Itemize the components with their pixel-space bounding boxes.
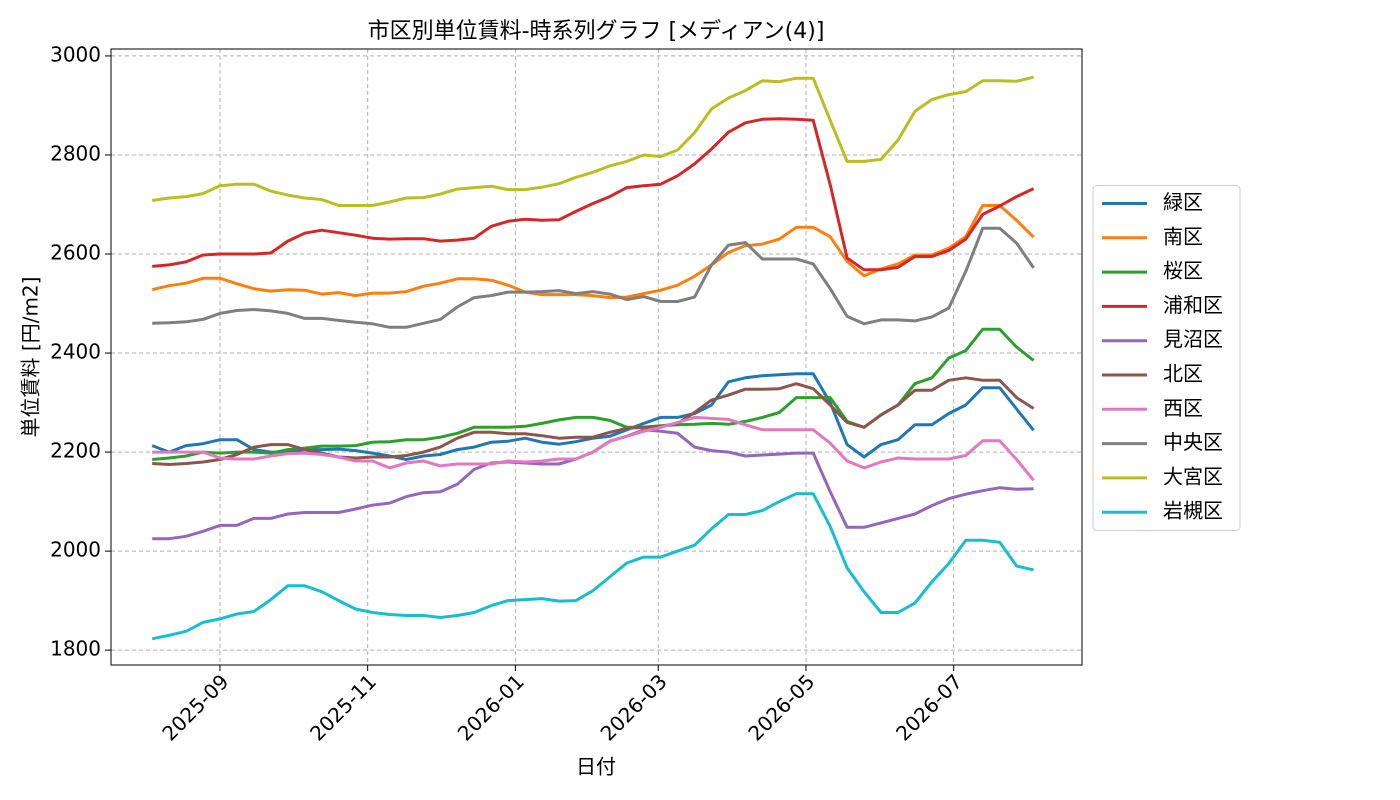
- legend-label: 大宮区: [1163, 464, 1223, 488]
- y-tick-label: 2000: [50, 538, 101, 562]
- y-tick-label: 2400: [50, 340, 101, 364]
- chart-title: 市区別単位賃料-時系列グラフ [メディアン(4)]: [368, 19, 825, 44]
- series-line: [152, 117, 1035, 272]
- y-tick-label: 1800: [50, 637, 101, 661]
- x-tick-label: 2026-03: [596, 669, 672, 745]
- legend-label: 北区: [1163, 362, 1203, 386]
- legend-label: 岩槻区: [1163, 499, 1223, 523]
- x-tick-label: 2025-11: [305, 669, 381, 745]
- legend-label: 西区: [1163, 396, 1203, 420]
- legend-label: 緑区: [1163, 190, 1203, 214]
- series-line: [152, 376, 1035, 466]
- series-line: [152, 226, 1035, 329]
- x-tick-label: 2026-07: [891, 669, 967, 745]
- y-axis-label: 単位賃料 [円/m2]: [19, 277, 43, 438]
- y-tick-label: 2800: [50, 141, 101, 165]
- x-axis-label: 日付: [576, 755, 616, 779]
- legend-label: 桜区: [1163, 259, 1203, 283]
- x-tick-label: 2026-05: [743, 669, 819, 745]
- y-tick-label: 2600: [50, 241, 101, 265]
- series-line: [152, 415, 1035, 482]
- legend-label: 南区: [1163, 224, 1203, 248]
- series-line: [151, 492, 1034, 641]
- legend-label: 中央区: [1163, 430, 1223, 454]
- y-tick-label: 3000: [50, 42, 101, 66]
- legend-label: 浦和区: [1163, 293, 1223, 317]
- x-tick-label: 2026-01: [453, 669, 529, 745]
- plot-frame: [110, 48, 1083, 666]
- series-line: [151, 204, 1035, 300]
- series-line: [152, 327, 1035, 461]
- legend-label: 見沼区: [1163, 327, 1223, 351]
- x-tick-label: 2025-09: [157, 669, 233, 745]
- series-line: [152, 428, 1034, 541]
- y-tick-label: 2200: [50, 439, 101, 463]
- series-line: [151, 75, 1034, 207]
